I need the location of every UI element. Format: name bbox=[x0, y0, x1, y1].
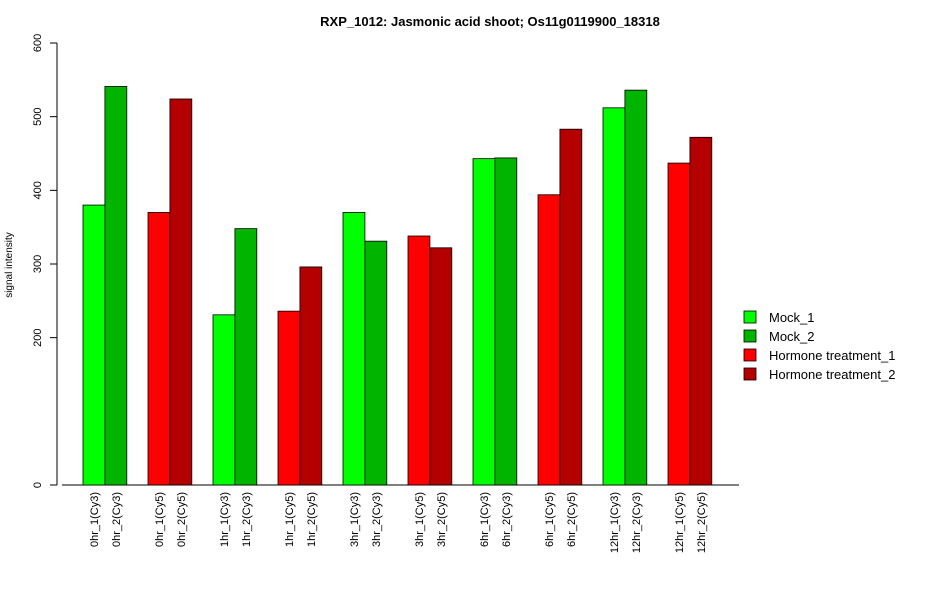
x-tick-label: 0hr_1(Cy3) bbox=[89, 492, 101, 547]
y-tick-label: 400 bbox=[32, 181, 44, 199]
x-tick-label: 3hr_2(Cy3) bbox=[371, 492, 383, 547]
bar bbox=[407, 235, 431, 486]
chart-title: RXP_1012: Jasmonic acid shoot; Os11g0119… bbox=[320, 14, 660, 29]
bar bbox=[169, 98, 193, 486]
legend-label: Mock_2 bbox=[769, 329, 815, 344]
y-axis: 0 200 300 400 500 600 bbox=[32, 34, 58, 488]
x-tick-labels: 0hr_1(Cy3) 0hr_2(Cy3) 0hr_1(Cy5) 0hr_2(Cy5)… bbox=[89, 492, 708, 553]
x-tick-label: 6hr_1(Cy5) bbox=[544, 492, 556, 547]
legend-swatch bbox=[743, 329, 757, 343]
bar bbox=[602, 107, 626, 486]
x-tick-label: 6hr_2(Cy3) bbox=[501, 492, 513, 547]
legend-label: Hormone treatment_2 bbox=[769, 367, 895, 382]
x-tick-label: 1hr_1(Cy5) bbox=[284, 492, 296, 547]
x-tick-label: 6hr_2(Cy5) bbox=[566, 492, 578, 547]
bar bbox=[277, 310, 301, 486]
y-tick-label: 300 bbox=[32, 255, 44, 273]
x-tick-label: 12hr_2(Cy5) bbox=[696, 492, 708, 553]
y-tick-label: 0 bbox=[32, 482, 44, 488]
x-tick-label: 1hr_1(Cy3) bbox=[219, 492, 231, 547]
x-tick-label: 3hr_2(Cy5) bbox=[436, 492, 448, 547]
bar bbox=[537, 194, 561, 486]
legend-label: Hormone treatment_1 bbox=[769, 348, 895, 363]
bar bbox=[212, 314, 236, 486]
bar bbox=[342, 212, 366, 486]
bar bbox=[364, 240, 388, 486]
x-tick-label: 12hr_1(Cy5) bbox=[674, 492, 686, 553]
x-tick-label: 1hr_2(Cy5) bbox=[306, 492, 318, 547]
legend-swatch bbox=[743, 310, 757, 324]
legend: Mock_1 Mock_2 Hormone treatment_1 Hormone t… bbox=[743, 310, 895, 382]
x-tick-label: 1hr_2(Cy3) bbox=[241, 492, 253, 547]
x-tick-label: 12hr_2(Cy3) bbox=[631, 492, 643, 553]
bar bbox=[429, 247, 453, 486]
bar bbox=[624, 89, 648, 486]
legend-swatch bbox=[743, 348, 757, 362]
bars-group bbox=[82, 86, 713, 486]
x-tick-label: 0hr_1(Cy5) bbox=[154, 492, 166, 547]
x-tick-label: 3hr_1(Cy5) bbox=[414, 492, 426, 547]
bar bbox=[559, 128, 583, 486]
bar bbox=[147, 212, 171, 486]
y-tick-label: 600 bbox=[32, 34, 44, 52]
x-tick-label: 3hr_1(Cy3) bbox=[349, 492, 361, 547]
bar bbox=[82, 204, 106, 486]
x-tick-label: 12hr_1(Cy3) bbox=[609, 492, 621, 553]
x-tick-label: 0hr_2(Cy5) bbox=[176, 492, 188, 547]
bar bbox=[689, 136, 713, 486]
x-tick-label: 6hr_1(Cy3) bbox=[479, 492, 491, 547]
legend-label: Mock_1 bbox=[769, 310, 815, 325]
bar bbox=[299, 266, 323, 486]
bar bbox=[667, 162, 691, 486]
legend-swatch bbox=[743, 367, 757, 381]
x-tick-label: 0hr_2(Cy3) bbox=[111, 492, 123, 547]
bar bbox=[472, 158, 496, 486]
y-tick-label: 200 bbox=[32, 328, 44, 346]
bar bbox=[494, 157, 518, 486]
bar bbox=[234, 228, 258, 486]
bar bbox=[104, 86, 128, 486]
y-tick-label: 500 bbox=[32, 107, 44, 125]
y-axis-label: signal intensity bbox=[4, 232, 15, 298]
